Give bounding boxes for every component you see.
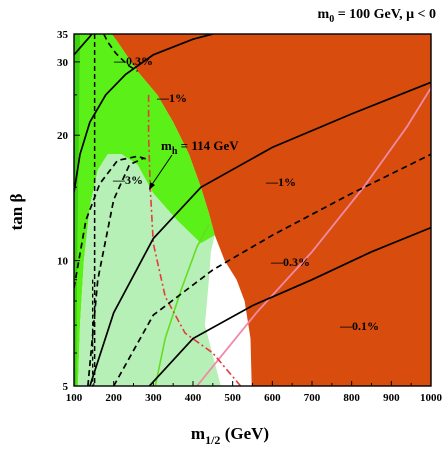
x-tick-label: 1000 bbox=[420, 392, 443, 404]
x-axis-label: m1/2 (GeV) bbox=[191, 424, 269, 447]
y-tick-label: 30 bbox=[57, 57, 69, 69]
y-axis-label: tan β bbox=[7, 194, 26, 231]
contour-5 bbox=[74, 34, 93, 56]
y-axis: 5 10 20 30 35 bbox=[57, 29, 80, 393]
higgs-arrow bbox=[150, 154, 173, 187]
x-tick-label: 800 bbox=[343, 392, 360, 404]
label-minus-0.3-top: —0.3% bbox=[113, 54, 153, 68]
contour-1 bbox=[112, 153, 431, 386]
y-tick-label: 5 bbox=[63, 381, 69, 393]
contour-6 bbox=[87, 157, 144, 386]
label-minus-1-top: —1% bbox=[156, 91, 187, 105]
contour-2 bbox=[89, 81, 431, 386]
x-tick-label: 500 bbox=[224, 392, 241, 404]
contour-4 bbox=[74, 34, 214, 193]
region-light-green bbox=[78, 154, 221, 386]
plot-lines bbox=[74, 34, 431, 386]
label-minus-3: —3% bbox=[112, 173, 143, 187]
region-excluded bbox=[111, 34, 431, 386]
plot-regions bbox=[74, 34, 431, 386]
x-tick-label: 300 bbox=[145, 392, 162, 404]
y-tick-label: 20 bbox=[57, 130, 69, 142]
x-tick-label: 700 bbox=[304, 392, 321, 404]
y-tick-label: 35 bbox=[57, 29, 69, 41]
x-tick-label: 600 bbox=[264, 392, 281, 404]
y-tick-label: 10 bbox=[57, 256, 69, 268]
contour-3 bbox=[74, 155, 148, 289]
x-axis: 100 200 300 400 500 600 700 800 900 1000 bbox=[66, 381, 443, 404]
green-diagonal-line bbox=[154, 224, 210, 386]
region-left-strip bbox=[74, 34, 80, 386]
x-tick-label: 400 bbox=[185, 392, 202, 404]
contour-0 bbox=[148, 226, 431, 386]
x-tick-label: 200 bbox=[105, 392, 122, 404]
label-minus-0.3-right: —0.3% bbox=[270, 255, 310, 269]
higgs-mass-label: mh = 114 GeV bbox=[161, 138, 239, 157]
label-minus-1-right: —1% bbox=[265, 175, 296, 189]
x-tick-label: 100 bbox=[66, 392, 83, 404]
higgs-114-line bbox=[147, 94, 242, 386]
region-green-band bbox=[74, 34, 215, 386]
higgs-arrow-head bbox=[149, 182, 155, 190]
chart-title: m0 = 100 GeV, μ < 0 bbox=[318, 7, 436, 25]
x-tick-label: 900 bbox=[383, 392, 400, 404]
pink-boundary-line bbox=[196, 87, 431, 386]
label-minus-0.1: —0.1% bbox=[339, 319, 379, 333]
contour-top-dashed bbox=[103, 34, 138, 72]
